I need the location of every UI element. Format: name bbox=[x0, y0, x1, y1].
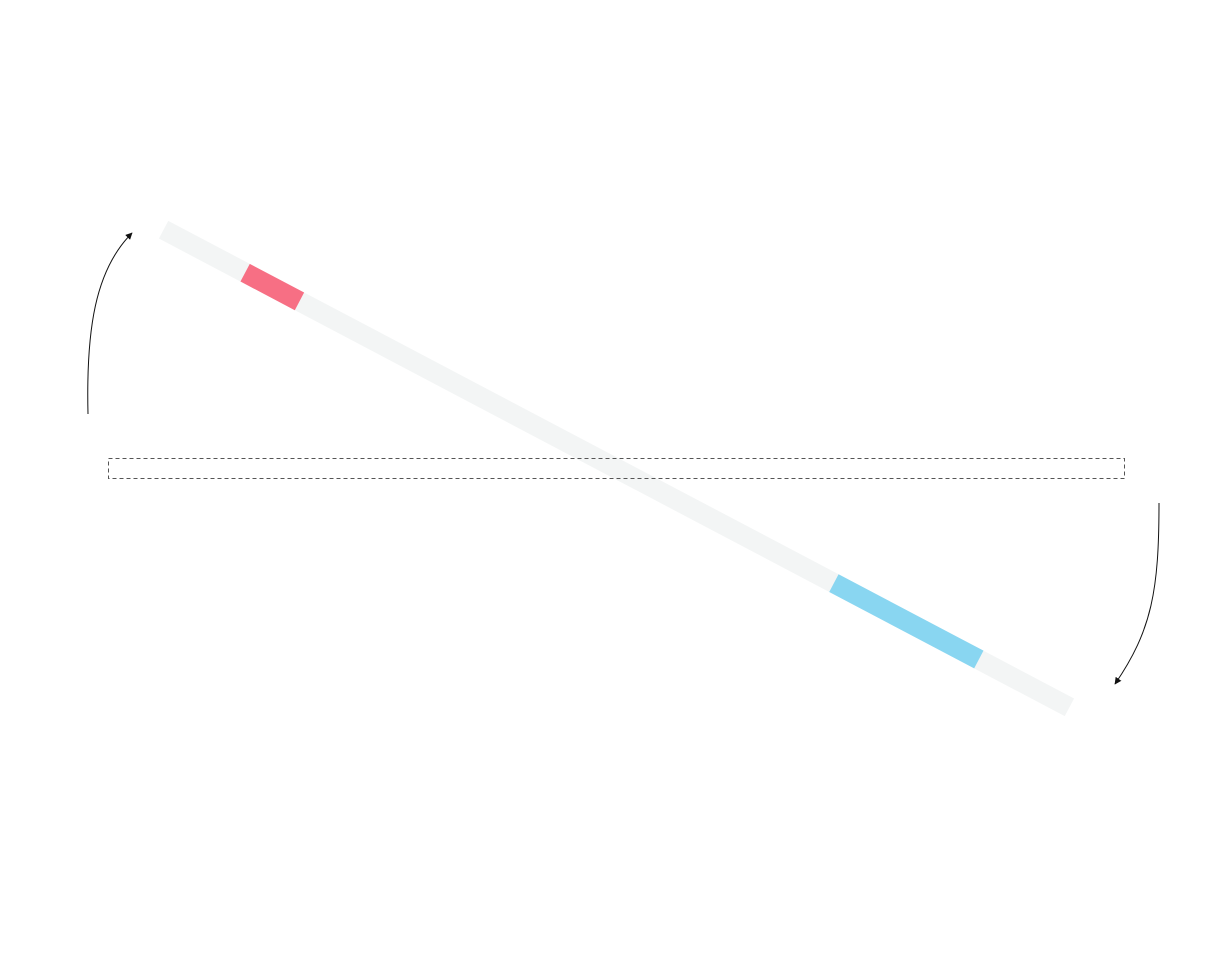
right-rotation-arrow-icon bbox=[1114, 502, 1160, 685]
track-segments bbox=[240, 263, 984, 669]
start-segment bbox=[240, 263, 305, 311]
left-rotation-arrow-icon bbox=[87, 232, 133, 415]
dashed-frame bbox=[108, 458, 1125, 479]
end-segment bbox=[829, 574, 984, 669]
rotated-track bbox=[158, 220, 1075, 717]
